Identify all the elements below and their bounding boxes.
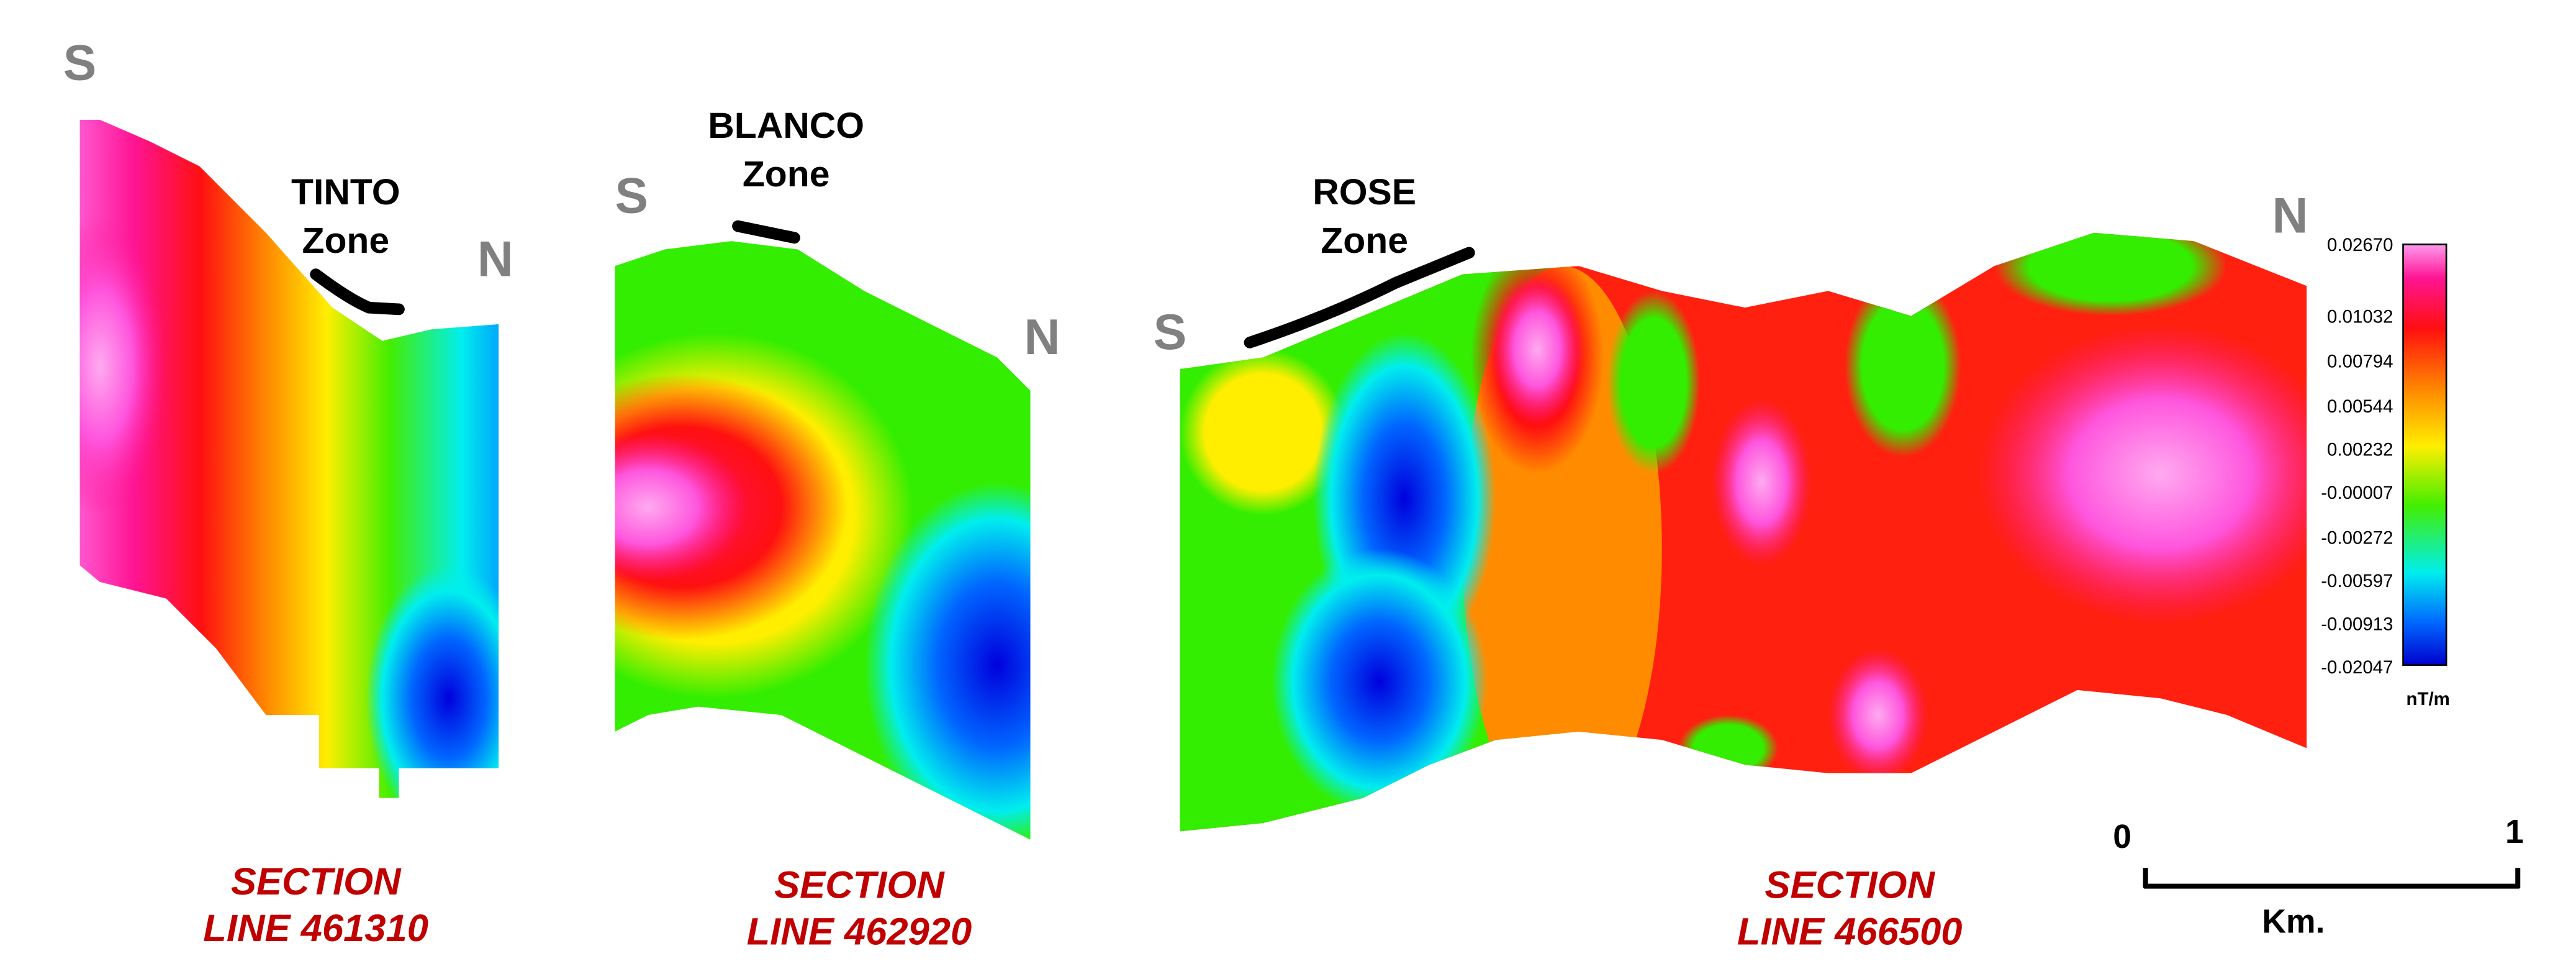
- scale-bar: [2143, 868, 2521, 889]
- scale-unit: Km.: [2262, 904, 2325, 940]
- section-label: SECTION: [1765, 863, 1935, 906]
- section-map: [615, 241, 1031, 840]
- section-label: SECTION: [774, 863, 945, 906]
- colorbar-label: 0.02670: [2327, 235, 2393, 255]
- colorbar-label: -0.00272: [2321, 527, 2393, 548]
- colorbar-label: -0.00007: [2321, 483, 2393, 503]
- north-label: N: [1024, 309, 1060, 365]
- colorbar: [2402, 244, 2447, 667]
- colorbar-label: -0.02047: [2321, 657, 2393, 678]
- colorbar-unit: nT/m: [2407, 689, 2450, 709]
- section-label: SECTION: [231, 860, 402, 903]
- colorbar-labels: 0.02670 0.01032 0.00794 0.00544 0.00232 -0.00…: [2321, 235, 2393, 678]
- zone-label: Zone: [743, 154, 830, 194]
- scale-start: 0: [2113, 819, 2131, 855]
- south-label: S: [615, 168, 648, 224]
- colorbar-label: 0.01032: [2327, 306, 2393, 327]
- colorbar-label: -0.00913: [2321, 614, 2393, 634]
- zone-label: Zone: [302, 221, 390, 261]
- section-label: LINE 462920: [747, 910, 972, 953]
- section-label: LINE 461310: [203, 907, 428, 950]
- zone-marker: [310, 220, 1475, 348]
- north-label: N: [2272, 188, 2308, 244]
- zone-label: TINTO: [291, 172, 400, 212]
- scale-end: 1: [2505, 814, 2524, 850]
- south-label: S: [1154, 304, 1187, 360]
- section-map: [79, 119, 499, 798]
- zone-label: Zone: [1321, 221, 1408, 261]
- colorbar-label: -0.00597: [2321, 571, 2393, 591]
- zone-label: BLANCO: [708, 106, 864, 146]
- south-label: S: [63, 35, 97, 91]
- colorbar-label: 0.00232: [2327, 439, 2393, 460]
- colorbar-label: 0.00794: [2327, 352, 2393, 372]
- north-label: N: [477, 231, 513, 287]
- section-label: LINE 466500: [1737, 910, 1963, 953]
- zone-label: ROSE: [1313, 172, 1416, 212]
- colorbar-label: 0.00544: [2327, 396, 2393, 417]
